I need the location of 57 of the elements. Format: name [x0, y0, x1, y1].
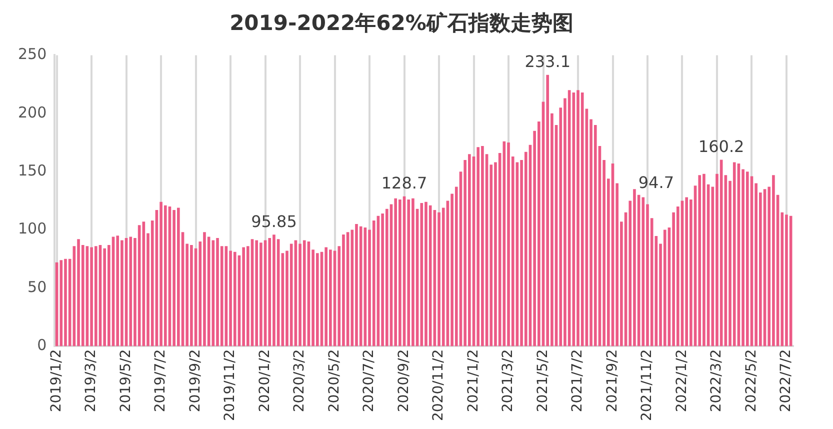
data-label: 94.7	[638, 173, 674, 192]
x-tick-label: 2019/1/2	[48, 349, 64, 412]
y-tick-label: 150	[18, 161, 47, 180]
bar	[233, 252, 236, 346]
bar	[642, 197, 645, 346]
x-tick-label: 2021/3/2	[500, 349, 516, 412]
x-tick-label: 2021/11/2	[639, 349, 656, 422]
x-tick-label: 2021/9/2	[604, 349, 620, 412]
data-label: 160.2	[698, 136, 744, 156]
bar	[302, 240, 306, 346]
bar	[580, 92, 584, 346]
x-tick-label: 2020/5/2	[326, 349, 342, 412]
x-tick-label: 2022/5/2	[743, 349, 760, 412]
y-tick-label: 250	[18, 45, 47, 64]
bar	[372, 220, 376, 346]
x-tick-label: 2019/3/2	[83, 349, 100, 412]
bar	[746, 172, 749, 346]
x-tick-label: 2020/9/2	[396, 349, 412, 412]
x-tick-label: 2019/5/2	[118, 349, 134, 412]
x-tick-label: 2022/3/2	[708, 349, 725, 412]
bar	[94, 246, 98, 346]
bar	[572, 92, 576, 346]
bar	[407, 200, 410, 346]
y-tick-label: 200	[18, 103, 47, 122]
x-tick-label: 2020/11/2	[430, 349, 447, 422]
bar	[698, 175, 702, 346]
y-tick-label: 0	[37, 336, 47, 354]
x-tick-label: 2021/1/2	[465, 349, 482, 412]
x-tick-label: 2020/3/2	[292, 349, 308, 412]
bar	[116, 236, 120, 346]
bar	[164, 205, 167, 346]
x-tick-label: 2022/1/2	[674, 349, 690, 412]
bar	[290, 244, 293, 346]
x-tick-label: 2020/7/2	[361, 349, 378, 412]
bar	[316, 253, 319, 346]
y-tick-label: 50	[28, 278, 47, 296]
bar	[476, 147, 480, 346]
bar	[129, 236, 132, 346]
x-tick-label: 2019/7/2	[152, 349, 169, 412]
bar	[732, 162, 736, 346]
y-tick-label: 100	[18, 220, 47, 238]
bar	[546, 74, 550, 346]
x-tick-label: 2021/5/2	[534, 349, 551, 412]
bar	[60, 260, 63, 346]
chart-title: 2019-2022年62%矿石指数走势图	[230, 11, 574, 36]
bar	[268, 238, 272, 346]
data-label: 95.85	[251, 212, 297, 231]
data-label: 128.7	[381, 174, 428, 193]
x-tick-label: 2020/1/2	[256, 349, 273, 412]
bar	[663, 230, 666, 346]
x-tick-label: 2021/7/2	[570, 349, 586, 412]
bar	[255, 240, 258, 346]
x-tick-label: 2019/9/2	[187, 349, 204, 412]
x-tick-label: 2019/11/2	[222, 349, 238, 422]
bar	[420, 203, 424, 346]
x-tick-label: 2022/7/2	[778, 349, 794, 412]
data-label: 233.1	[524, 52, 571, 72]
